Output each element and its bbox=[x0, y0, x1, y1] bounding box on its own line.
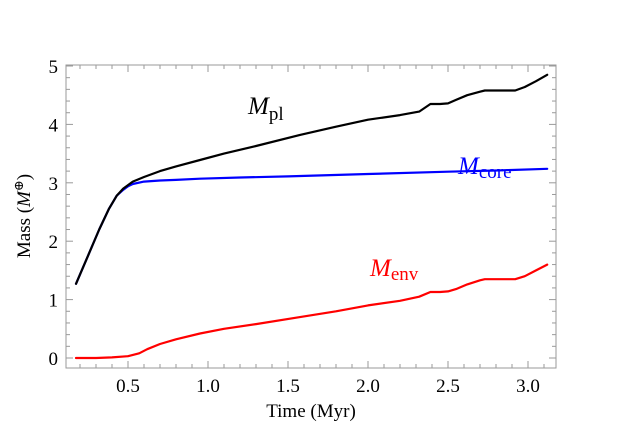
x-tick-label: 0.5 bbox=[116, 376, 140, 397]
plot-frame bbox=[65, 64, 557, 369]
series-line-m-env bbox=[74, 263, 549, 360]
y-tick-label: 5 bbox=[49, 57, 59, 78]
y-tick-label: 0 bbox=[49, 349, 59, 370]
x-tick-label: 2.5 bbox=[436, 376, 460, 397]
y-tick-label: 4 bbox=[49, 115, 59, 136]
y-tick-label: 1 bbox=[49, 291, 59, 312]
series-line-m-pl bbox=[74, 73, 549, 285]
x-tick-label: 1.0 bbox=[196, 376, 220, 397]
x-axis-tick-labels: 0.5 1.0 1.5 2.0 2.5 3.0 bbox=[116, 376, 540, 397]
label-m-pl: Mpl bbox=[247, 93, 284, 125]
label-m-env: Menv bbox=[369, 255, 419, 285]
axis-ticks bbox=[66, 65, 556, 368]
series-line-m-core bbox=[74, 167, 549, 285]
x-axis-title: Time (Myr) bbox=[266, 401, 356, 422]
y-axis-tick-labels: 0 1 2 3 4 5 bbox=[49, 57, 59, 370]
y-tick-label: 2 bbox=[49, 232, 59, 253]
data-series bbox=[74, 73, 549, 360]
x-tick-label: 2.0 bbox=[356, 376, 380, 397]
x-tick-label: 3.0 bbox=[516, 376, 540, 397]
x-tick-label: 1.5 bbox=[276, 376, 300, 397]
y-tick-label: 3 bbox=[49, 174, 59, 195]
label-m-core: Mcore bbox=[457, 153, 512, 183]
y-axis-title: Mass (M⊕) bbox=[11, 174, 35, 258]
